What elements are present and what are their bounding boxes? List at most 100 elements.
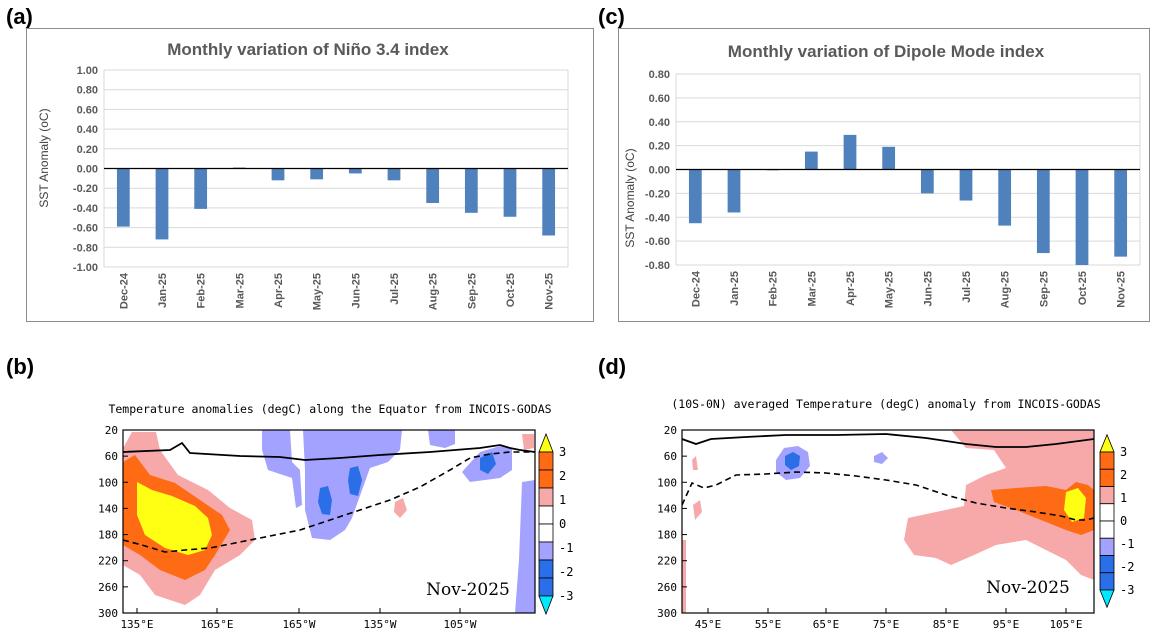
section-title: Temperature anomalies (degC) along the E… — [108, 402, 551, 416]
longitude-tick-label: 135°E — [120, 618, 153, 631]
cold-anomaly-weak — [262, 430, 302, 508]
colorbar-tick-label: -1 — [1120, 537, 1134, 551]
longitude-tick-label: 55°E — [755, 618, 782, 631]
cold-anomaly-weak — [874, 452, 888, 464]
pacific-temperature-section: Temperature anomalies (degC) along the E… — [98, 402, 573, 631]
depth-tick-label: 220 — [98, 555, 118, 568]
longitude-tick-label: 95°E — [993, 618, 1020, 631]
x-tick-label: Jun-25 — [350, 273, 362, 308]
colorbar-tick-label: 0 — [559, 517, 566, 531]
colorbar-tick-label: 3 — [559, 445, 566, 459]
colorbar-segment — [1099, 555, 1115, 574]
colorbar-top-arrow — [1099, 433, 1115, 453]
x-tick-label: May-25 — [312, 273, 324, 310]
x-tick-label: Jan-25 — [157, 273, 169, 308]
warm-anomaly-patch — [522, 434, 534, 450]
bar — [310, 168, 324, 180]
depth-tick-label: 20 — [664, 424, 677, 437]
mixed-layer-line — [682, 433, 1094, 448]
longitude-tick-label: 165°E — [200, 618, 233, 631]
y-tick-label: 0.80 — [649, 69, 670, 81]
depth-tick-label: 260 — [657, 581, 677, 594]
nino34-bar-chart: Monthly variation of Niño 3.4 index SST … — [26, 28, 594, 322]
cold-anomaly-weak — [515, 480, 535, 613]
colorbar-segment — [1099, 486, 1115, 505]
bar — [464, 168, 478, 213]
depth-tick-label: 100 — [657, 476, 677, 489]
x-tick-label: Dec-24 — [118, 272, 130, 309]
bar — [959, 169, 973, 201]
thermocline-line — [123, 451, 535, 553]
colorbar-segment — [538, 541, 554, 561]
colorbar-segment — [538, 523, 554, 543]
colorbar-tick-label: -1 — [559, 541, 573, 555]
warm-anomaly-patch — [682, 540, 686, 613]
colorbar-segment — [538, 577, 554, 597]
colorbar-segment — [538, 451, 554, 471]
mixed-layer-line — [123, 441, 535, 461]
y-tick-label: -0.60 — [73, 223, 98, 235]
longitude-tick-label: 105°W — [443, 618, 476, 631]
colorbar-segment — [1099, 520, 1115, 539]
x-tick-label: Nov-25 — [544, 273, 556, 310]
depth-tick-label: 140 — [98, 502, 118, 515]
x-tick-label: Jun-25 — [922, 271, 934, 306]
anomaly-contours — [682, 430, 1094, 613]
colorbar-tick-label: 1 — [559, 493, 566, 507]
colorbar-tick-label: 2 — [1120, 468, 1127, 482]
longitude-tick-label: 85°E — [933, 618, 960, 631]
colorbar-tick-label: -3 — [559, 589, 573, 603]
panel-label-d: (d) — [598, 354, 627, 379]
bar — [688, 169, 702, 224]
depth-tick-label: 140 — [657, 502, 677, 515]
x-tick-label: Feb-25 — [768, 271, 780, 306]
month-label: Nov-2025 — [426, 580, 510, 600]
y-tick-label: -0.40 — [73, 203, 98, 215]
y-tick-label: 0.00 — [649, 165, 670, 177]
colorbar-segment — [1099, 503, 1115, 522]
bar — [1036, 169, 1050, 254]
depth-tick-label: 60 — [664, 450, 677, 463]
colorbar-segment — [1099, 468, 1115, 487]
bar — [998, 169, 1012, 226]
bar — [843, 134, 857, 170]
bar — [194, 168, 208, 209]
warm-anomaly-strong — [137, 482, 212, 555]
colorbar-bottom-arrow — [538, 595, 554, 616]
x-tick-label: Sep-25 — [466, 273, 478, 309]
x-tick-label: Aug-25 — [1000, 271, 1012, 308]
colorbar-top-arrow — [538, 432, 554, 453]
colorbar-segment — [1099, 451, 1115, 470]
colorbar-tick-label: 1 — [1120, 491, 1127, 505]
chart-title: Monthly variation of Dipole Mode index — [728, 42, 1045, 61]
x-tick-label: Jul-25 — [389, 273, 401, 305]
y-tick-label: 0.40 — [649, 117, 670, 129]
depth-tick-label: 20 — [105, 424, 118, 437]
x-tick-label: Jul-25 — [961, 271, 973, 303]
bar — [387, 168, 401, 181]
longitude-tick-label: 65°E — [813, 618, 840, 631]
cold-anomaly-moderate — [318, 486, 332, 515]
warm-anomaly-strong — [1064, 488, 1086, 522]
panel-label-a: (a) — [6, 4, 33, 29]
x-tick-label: Jan-25 — [729, 271, 741, 306]
depth-tick-label: 220 — [657, 555, 677, 568]
colorbar-tick-label: 3 — [1120, 445, 1127, 459]
y-tick-label: -1.00 — [73, 262, 98, 274]
colorbar-segment — [538, 559, 554, 579]
y-axis-label: SST Anomaly (oC) — [37, 108, 51, 207]
bar — [348, 168, 362, 174]
plot-frame — [122, 429, 536, 614]
depth-tick-label: 180 — [98, 529, 118, 542]
bar — [426, 168, 440, 203]
panel-label-b: (b) — [6, 354, 35, 379]
x-tick-label: Oct-25 — [1077, 271, 1089, 305]
x-tick-label: Apr-25 — [273, 273, 285, 308]
longitude-tick-label: 165°W — [282, 618, 315, 631]
cold-anomaly-weak — [428, 430, 455, 448]
depth-tick-label: 180 — [657, 529, 677, 542]
bar — [155, 168, 169, 240]
dipole-mode-bar-chart: Monthly variation of Dipole Mode index S… — [618, 28, 1150, 322]
cold-anomaly-moderate — [348, 466, 362, 496]
bar — [804, 151, 818, 170]
